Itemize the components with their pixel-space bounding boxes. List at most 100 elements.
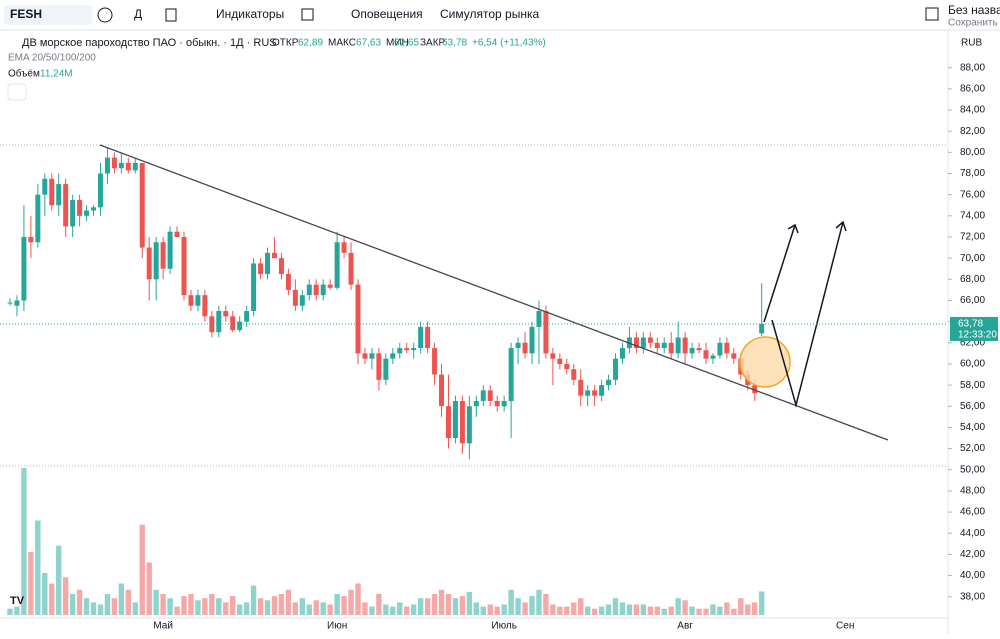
candle-body xyxy=(613,358,619,380)
candle-body xyxy=(334,242,340,288)
candle-body xyxy=(125,162,131,171)
volume-bar xyxy=(703,608,709,615)
y-tick-label: 76,00 xyxy=(960,189,985,200)
candle-body xyxy=(271,252,277,259)
open-value: 62,89 xyxy=(298,38,323,49)
candle-body xyxy=(564,363,570,370)
arrow-head xyxy=(835,220,847,232)
volume-bar xyxy=(21,468,27,615)
volume-bar xyxy=(404,606,410,615)
templates-icon[interactable] xyxy=(301,8,314,21)
candle-body xyxy=(209,316,215,333)
candle-body xyxy=(445,406,451,439)
candle-body xyxy=(599,385,605,396)
y-tick-label: 46,00 xyxy=(960,507,985,518)
candle-body xyxy=(418,326,424,349)
volume-bar xyxy=(640,604,647,615)
symbol-box[interactable] xyxy=(4,5,92,25)
candle-body xyxy=(452,400,458,439)
compare-icon[interactable] xyxy=(97,7,113,23)
candle-body xyxy=(522,342,528,354)
save[interactable]: Сохранить xyxy=(948,18,998,29)
volume-bar xyxy=(675,598,681,615)
candle-body xyxy=(717,342,723,356)
collapse-button[interactable] xyxy=(7,83,27,101)
high-value: 67,63 xyxy=(356,38,381,49)
toolbar xyxy=(0,0,1000,30)
interval[interactable]: Д xyxy=(134,7,142,21)
close-value: 63,78 xyxy=(442,38,467,49)
y-tick-label: 82,00 xyxy=(960,126,985,137)
highlight-circle xyxy=(739,336,791,388)
volume-value: 11,24M xyxy=(40,69,73,80)
y-tick-label: 62,00 xyxy=(960,337,985,348)
volume-bar xyxy=(104,594,111,615)
volume-bar xyxy=(752,602,758,615)
candle-body xyxy=(146,247,152,280)
volume-bar xyxy=(550,604,556,615)
candle-body xyxy=(480,390,486,401)
chart-type-icon[interactable] xyxy=(165,8,177,22)
forecast-arrow xyxy=(763,224,796,323)
volume-bar xyxy=(355,583,361,615)
checkbox[interactable] xyxy=(925,7,939,21)
candle-body xyxy=(759,323,765,334)
volume-bar xyxy=(83,598,90,615)
logo[interactable]: TV xyxy=(10,595,25,607)
layout-name[interactable]: Без названи xyxy=(948,3,1000,17)
currency[interactable]: RUB xyxy=(961,38,982,49)
volume-bar xyxy=(125,589,132,615)
volume-bar xyxy=(369,606,375,615)
volume-bar xyxy=(376,594,382,615)
volume-bar xyxy=(7,608,13,615)
x-tick-label: Сен xyxy=(836,621,854,632)
y-tick-label: 86,00 xyxy=(960,83,985,94)
candle-body xyxy=(647,337,653,343)
candle-body xyxy=(668,342,674,354)
candle-body xyxy=(515,342,521,349)
candle-body xyxy=(425,326,431,349)
candle-body xyxy=(571,369,577,380)
volume-bar xyxy=(285,589,292,615)
ema-label[interactable]: EMA 20/50/100/200 xyxy=(8,53,96,64)
alerts[interactable]: Оповещения xyxy=(351,7,423,21)
y-tick-label: 60,00 xyxy=(960,359,985,370)
volume-bar xyxy=(292,602,299,615)
symbol[interactable]: FESH xyxy=(10,7,42,21)
candle-body xyxy=(578,379,584,396)
volume-bar xyxy=(438,589,445,615)
candle-body xyxy=(63,184,69,227)
candle-body xyxy=(703,350,709,359)
volume-bar xyxy=(195,600,201,615)
volume-bar xyxy=(90,602,97,615)
candle-body xyxy=(292,289,298,306)
volume-bar xyxy=(383,604,389,615)
candle-body xyxy=(508,348,514,401)
volume-bar xyxy=(97,604,104,615)
replay[interactable]: Симулятор рынка xyxy=(440,7,539,21)
candle-body xyxy=(543,311,549,354)
candle-body xyxy=(529,326,535,354)
candle-body xyxy=(501,400,507,407)
candle-body xyxy=(362,353,368,359)
candle-body xyxy=(84,210,90,216)
open-label: ОТКР xyxy=(272,38,299,49)
x-tick-label: Май xyxy=(153,621,173,632)
candle-body xyxy=(237,321,243,331)
volume-bar xyxy=(424,598,431,615)
candle-body xyxy=(348,252,354,285)
volume-bar xyxy=(139,524,145,615)
indicators[interactable]: Индикаторы xyxy=(216,7,284,21)
change-value: +6,54 (+11,43%) xyxy=(472,38,546,49)
y-tick-label: 68,00 xyxy=(960,274,985,285)
candle-body xyxy=(35,194,41,243)
candle-body xyxy=(91,207,97,211)
volume-bar xyxy=(410,604,417,615)
volume-bar xyxy=(160,594,166,615)
candle-body xyxy=(21,236,27,301)
candle-body xyxy=(473,400,479,407)
volume-bar xyxy=(62,577,69,615)
volume-bar xyxy=(480,606,486,615)
candle-body xyxy=(42,178,48,195)
